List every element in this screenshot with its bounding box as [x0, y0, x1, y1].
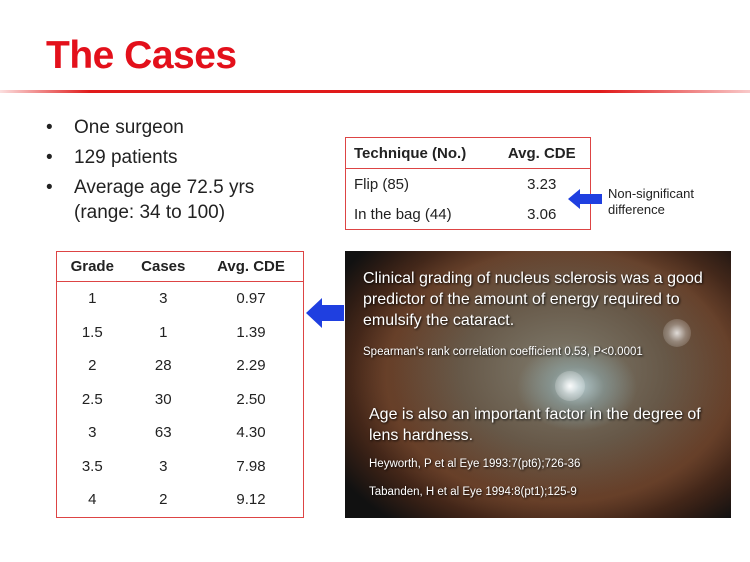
table-cell: 3: [159, 290, 168, 308]
table-cell: 4.30: [236, 424, 266, 442]
slide-title: The Cases: [46, 34, 237, 77]
table-cell: 7.98: [236, 457, 266, 475]
note-line: Non-significant: [608, 186, 694, 201]
table-cell: 2.29: [236, 357, 266, 375]
table-cell: 1.39: [236, 323, 266, 341]
bullet-list: One surgeon 129 patients Average age 72.…: [46, 115, 254, 230]
table-row: 3 63 4.30: [57, 416, 304, 450]
bullet-item: Average age 72.5 yrs (range: 34 to 100): [46, 175, 254, 225]
photo-age-text: Age is also an important factor in the d…: [369, 406, 701, 444]
bullet-text: 129 patients: [74, 147, 178, 168]
table-header-row: Technique (No.) Avg. CDE: [345, 137, 591, 169]
table-cell: 3: [88, 424, 97, 442]
bullet-item: 129 patients: [46, 145, 254, 170]
table-cell: 4: [88, 491, 97, 509]
table-row: In the bag (44) 3.06: [346, 199, 591, 230]
bullet-text: One surgeon: [74, 117, 184, 138]
bullet-text: Average age 72.5 yrs: [74, 177, 255, 198]
bullet-subtext: (range: 34 to 100): [74, 202, 226, 223]
table-cell: 3.23: [527, 175, 557, 193]
title-divider: [0, 90, 750, 93]
grade-table: Grade Cases Avg. CDE 1 3 0.97 1.5 1 1.39…: [56, 251, 304, 518]
table-row: 1 3 0.97: [57, 282, 304, 316]
table-cell: In the bag (44): [354, 205, 452, 223]
table-cell: 9.12: [236, 491, 266, 509]
left-arrow-icon: [306, 298, 344, 328]
technique-note: Non-significant difference: [608, 186, 694, 218]
table-row: 3.5 3 7.98: [57, 450, 304, 484]
table-row: Flip (85) 3.23: [346, 169, 591, 200]
photo-reference: Heyworth, P et al Eye 1993:7(pt6);726-36: [369, 458, 581, 470]
table-cell: 2: [88, 357, 97, 375]
bullet-item: One surgeon: [46, 115, 254, 140]
column-header: Technique (No.): [345, 137, 494, 169]
technique-table: Technique (No.) Avg. CDE Flip (85) 3.23 …: [345, 137, 591, 230]
table-row: 1.5 1 1.39: [57, 316, 304, 350]
column-header: Cases: [127, 251, 199, 282]
lens-photo-panel: Clinical grading of nucleus sclerosis wa…: [345, 251, 731, 518]
table-cell: 2.5: [81, 390, 103, 408]
table-cell: 0.97: [236, 290, 266, 308]
column-header: Avg. CDE: [199, 251, 304, 282]
note-line: difference: [608, 202, 665, 217]
table-cell: 1.5: [81, 323, 103, 341]
table-header-row: Grade Cases Avg. CDE: [56, 251, 304, 282]
photo-glare: [555, 371, 585, 401]
table-cell: Flip (85): [354, 175, 410, 193]
left-arrow-icon: [568, 189, 602, 209]
photo-stat-text: Spearman's rank correlation coefficient …: [363, 346, 643, 358]
table-row: 2.5 30 2.50: [57, 383, 304, 417]
table-cell: 3.5: [81, 457, 103, 475]
table-cell: 30: [154, 390, 172, 408]
column-header: Avg. CDE: [493, 137, 591, 169]
table-cell: 3.06: [527, 205, 557, 223]
column-header: Grade: [56, 251, 128, 282]
photo-main-text: Clinical grading of nucleus sclerosis wa…: [363, 270, 703, 329]
table-row: 2 28 2.29: [57, 349, 304, 383]
photo-reference: Tabanden, H et al Eye 1994:8(pt1);125-9: [369, 486, 577, 498]
table-cell: 3: [159, 457, 168, 475]
table-cell: 28: [154, 357, 172, 375]
table-cell: 63: [154, 424, 172, 442]
photo-glare: [663, 319, 691, 347]
table-cell: 2: [159, 491, 168, 509]
table-cell: 2.50: [236, 390, 266, 408]
table-cell: 1: [159, 323, 168, 341]
table-cell: 1: [88, 290, 97, 308]
table-row: 4 2 9.12: [57, 483, 304, 517]
